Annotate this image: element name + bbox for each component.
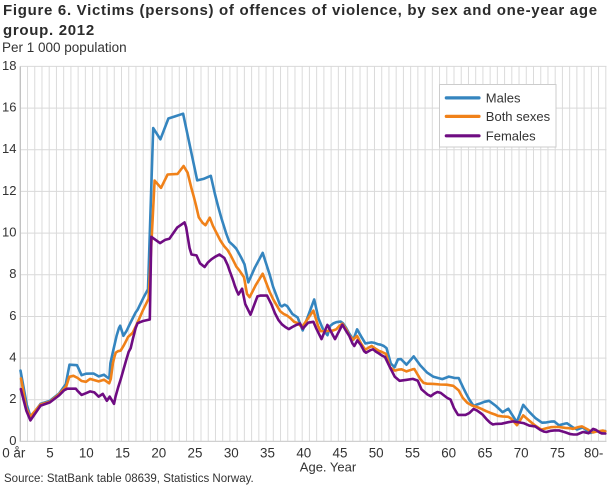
svg-text:6: 6 [9,308,16,323]
svg-text:2: 2 [9,391,16,406]
svg-text:5: 5 [46,445,53,460]
svg-text:Age. Year: Age. Year [300,460,357,475]
svg-text:12: 12 [2,183,16,198]
svg-text:20: 20 [151,445,166,460]
svg-text:8: 8 [9,266,16,281]
svg-text:14: 14 [2,141,16,156]
svg-text:18: 18 [2,58,16,73]
svg-text:65: 65 [478,445,493,460]
svg-text:75: 75 [550,445,565,460]
svg-text:Both sexes: Both sexes [486,109,551,124]
svg-text:70: 70 [514,445,529,460]
svg-text:0 år: 0 år [2,445,26,460]
svg-text:50: 50 [369,445,384,460]
svg-text:15: 15 [115,445,130,460]
svg-text:4: 4 [9,350,16,365]
svg-text:16: 16 [2,100,16,115]
svg-text:30: 30 [224,445,239,460]
svg-text:45: 45 [333,445,348,460]
svg-text:0: 0 [9,433,16,448]
svg-text:60: 60 [441,445,456,460]
svg-text:Females: Females [486,128,536,143]
svg-text:25: 25 [188,445,203,460]
svg-text:10: 10 [79,445,94,460]
svg-text:Males: Males [486,90,521,105]
svg-text:55: 55 [405,445,420,460]
svg-text:80-: 80- [584,445,603,460]
svg-text:35: 35 [260,445,275,460]
svg-text:40: 40 [296,445,311,460]
svg-text:10: 10 [2,225,16,240]
